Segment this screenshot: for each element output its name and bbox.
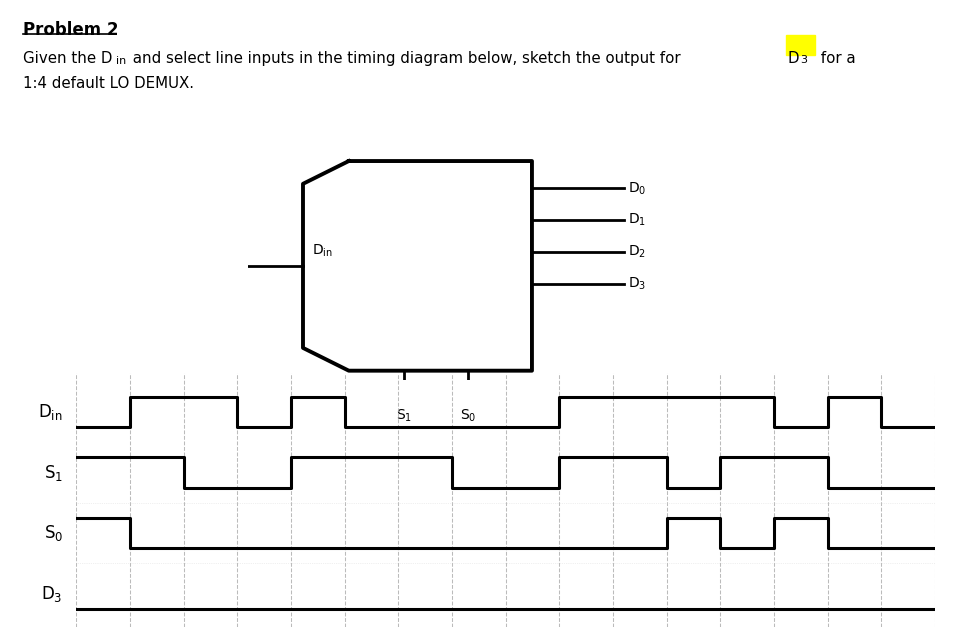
Text: in: in: [116, 56, 127, 66]
Text: $\mathrm{S_1}$: $\mathrm{S_1}$: [44, 463, 63, 482]
Text: $\mathrm{D_2}$: $\mathrm{D_2}$: [627, 244, 645, 260]
Text: and select line inputs in the timing diagram below, sketch the output for: and select line inputs in the timing dia…: [129, 51, 685, 66]
Text: Given the D: Given the D: [24, 51, 112, 66]
Text: D: D: [787, 51, 799, 66]
Text: 3: 3: [800, 55, 806, 65]
Text: Problem 2: Problem 2: [24, 22, 119, 39]
Text: $\mathrm{S_0}$: $\mathrm{S_0}$: [459, 407, 476, 423]
Text: $\mathrm{D_0}$: $\mathrm{D_0}$: [627, 180, 646, 197]
Text: 1:4 default LO DEMUX.: 1:4 default LO DEMUX.: [24, 77, 194, 91]
Text: $\mathrm{D_{in}}$: $\mathrm{D_{in}}$: [38, 402, 63, 422]
Text: $\mathrm{D_3}$: $\mathrm{D_3}$: [627, 276, 645, 292]
Text: for a: for a: [816, 51, 855, 66]
Text: $\mathrm{D_{in}}$: $\mathrm{D_{in}}$: [312, 242, 333, 259]
Text: $\mathrm{D_1}$: $\mathrm{D_1}$: [627, 212, 645, 229]
Text: $\mathrm{D_3}$: $\mathrm{D_3}$: [41, 584, 63, 604]
Text: $\mathrm{S_0}$: $\mathrm{S_0}$: [44, 523, 63, 543]
FancyBboxPatch shape: [785, 35, 815, 55]
Text: $\mathrm{S_1}$: $\mathrm{S_1}$: [395, 407, 412, 423]
